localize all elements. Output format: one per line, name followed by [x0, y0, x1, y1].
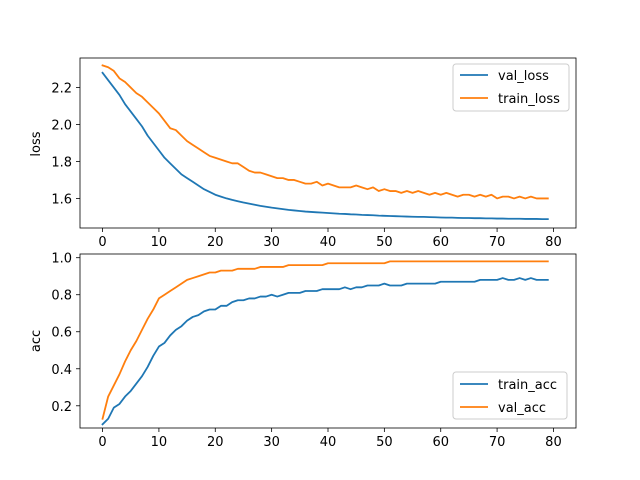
series-line-train-loss [101, 64, 549, 200]
loss-ytick-label: 1.6 [51, 192, 72, 207]
loss-ytick-label: 2.0 [51, 119, 72, 134]
loss-panel: loss 0 10 20 30 40 50 60 70 80 1.6 1.8 2.0 2.2 val_l… [29, 57, 577, 250]
loss-xtick-label: 70 [489, 235, 506, 250]
loss-xtick-label: 50 [376, 235, 393, 250]
acc-xtick-label: 40 [320, 435, 337, 450]
acc-ytick-label: 0.6 [51, 326, 72, 341]
acc-xtick-label: 30 [263, 435, 280, 450]
acc-xtick-label: 20 [207, 435, 224, 450]
acc-panel: acc 0 10 20 30 40 50 60 70 80 0.2 0.4 0.6 0.8 1.0 tra… [29, 252, 577, 450]
acc-xtick-label: 80 [545, 435, 562, 450]
loss-ytick-label: 1.8 [51, 155, 72, 170]
acc-xtick-label: 50 [376, 435, 393, 450]
acc-ytick-label: 0.4 [51, 363, 72, 378]
loss-xtick-label: 60 [432, 235, 449, 250]
legend-label-train-loss: train_loss [498, 92, 560, 107]
acc-ytick-label: 0.2 [51, 400, 72, 415]
legend-label-train-acc: train_acc [498, 378, 557, 393]
loss-xtick-label: 0 [98, 235, 106, 250]
loss-xtick-label: 40 [320, 235, 337, 250]
acc-ytick-label: 1.0 [51, 252, 72, 267]
series-line-val-loss [101, 71, 549, 221]
acc-ytick-label: 0.8 [51, 289, 72, 304]
acc-xtick-label: 0 [98, 435, 106, 450]
legend-label-val-acc: val_acc [498, 401, 546, 416]
acc-xtick-label: 70 [489, 435, 506, 450]
loss-xtick-label: 30 [263, 235, 280, 250]
loss-ylabel: loss [29, 131, 44, 156]
series-line-train-acc [101, 277, 549, 426]
loss-xtick-label: 80 [545, 235, 562, 250]
loss-ytick-label: 2.2 [51, 82, 72, 97]
loss-xtick-label: 20 [207, 235, 224, 250]
acc-legend: train_acc val_acc [452, 371, 568, 420]
acc-ylabel: acc [29, 330, 44, 352]
loss-legend: val_loss train_loss [452, 63, 570, 112]
loss-xtick-label: 10 [151, 235, 168, 250]
legend-label-val-loss: val_loss [498, 69, 549, 84]
series-line-val-acc [101, 260, 549, 420]
acc-xtick-label: 10 [151, 435, 168, 450]
acc-xtick-label: 60 [432, 435, 449, 450]
